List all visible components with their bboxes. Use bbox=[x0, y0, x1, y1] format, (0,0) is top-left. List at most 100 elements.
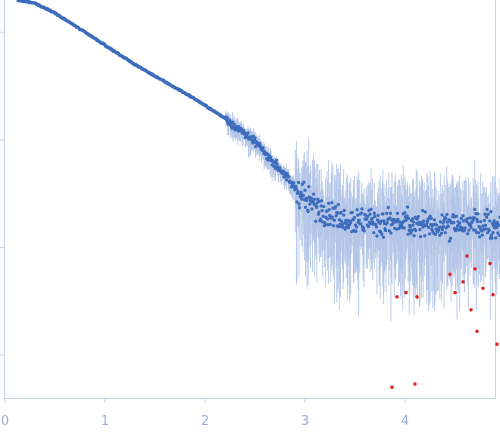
data-point bbox=[365, 217, 369, 221]
data-point bbox=[390, 222, 395, 226]
data-point bbox=[381, 235, 386, 239]
data-point bbox=[379, 219, 383, 223]
data-point bbox=[418, 228, 422, 232]
data-point bbox=[443, 230, 447, 235]
outlier-point bbox=[448, 272, 452, 276]
data-point bbox=[376, 213, 380, 217]
y-ticks bbox=[0, 31, 5, 356]
data-point bbox=[409, 231, 413, 235]
data-point bbox=[482, 218, 487, 223]
data-point bbox=[460, 226, 464, 230]
outlier-point bbox=[453, 290, 457, 295]
x-tick-labels: 0 1 2 3 4 bbox=[1, 414, 409, 429]
data-point bbox=[253, 136, 257, 140]
data-point bbox=[314, 219, 318, 223]
data-point bbox=[295, 200, 299, 204]
data-point bbox=[308, 202, 312, 206]
data-point bbox=[268, 155, 273, 160]
data-point bbox=[429, 216, 433, 221]
data-point bbox=[357, 218, 361, 222]
data-point bbox=[488, 219, 492, 223]
data-point bbox=[407, 228, 411, 233]
data-point bbox=[495, 225, 499, 230]
data-point bbox=[310, 207, 314, 211]
data-point bbox=[349, 220, 353, 225]
data-point bbox=[469, 225, 473, 230]
data-point bbox=[454, 214, 459, 218]
data-point bbox=[303, 205, 308, 209]
data-point bbox=[445, 212, 449, 217]
data-point bbox=[497, 233, 500, 238]
data-point bbox=[334, 214, 338, 218]
data-point bbox=[336, 202, 340, 207]
data-point bbox=[331, 224, 336, 228]
data-point bbox=[476, 212, 480, 216]
data-point bbox=[383, 228, 388, 233]
data-point bbox=[428, 232, 432, 236]
data-point bbox=[395, 211, 399, 215]
data-point bbox=[375, 234, 379, 238]
data-point bbox=[299, 190, 303, 194]
data-point bbox=[414, 228, 418, 233]
data-point bbox=[424, 223, 428, 227]
data-point bbox=[484, 215, 489, 219]
data-point bbox=[446, 224, 451, 228]
data-point bbox=[411, 220, 416, 224]
data-point bbox=[294, 187, 298, 191]
data-point bbox=[396, 217, 400, 221]
data-point bbox=[489, 233, 494, 237]
data-point bbox=[339, 219, 344, 223]
data-point bbox=[325, 217, 330, 221]
data-point bbox=[416, 215, 420, 219]
data-point bbox=[338, 222, 342, 227]
data-point bbox=[261, 146, 265, 150]
data-point bbox=[455, 224, 460, 228]
data-point bbox=[313, 197, 317, 201]
data-point bbox=[275, 162, 279, 166]
data-point bbox=[281, 169, 286, 174]
data-point bbox=[302, 180, 306, 184]
data-point bbox=[296, 180, 301, 185]
data-point bbox=[278, 166, 282, 170]
data-point bbox=[300, 197, 304, 201]
data-point bbox=[341, 225, 345, 229]
data-point bbox=[287, 175, 291, 179]
data-point bbox=[230, 120, 235, 124]
outlier-point bbox=[413, 382, 417, 386]
data-point bbox=[385, 221, 389, 225]
data-point bbox=[466, 232, 470, 236]
x-tick-label: 0 bbox=[1, 414, 9, 429]
outlier-point bbox=[465, 254, 469, 258]
data-point bbox=[484, 227, 488, 231]
data-point bbox=[242, 128, 246, 132]
data-point bbox=[253, 144, 258, 149]
data-point bbox=[355, 208, 359, 212]
data-point bbox=[490, 236, 494, 240]
data-point bbox=[318, 217, 323, 221]
data-point bbox=[491, 231, 495, 235]
data-point bbox=[317, 210, 321, 214]
data-point bbox=[473, 207, 477, 212]
data-point bbox=[437, 228, 441, 232]
data-point bbox=[330, 201, 334, 205]
data-point bbox=[370, 216, 374, 221]
data-point bbox=[479, 219, 483, 224]
data-point bbox=[333, 205, 338, 209]
data-point bbox=[294, 184, 298, 188]
outlier-point bbox=[461, 280, 465, 284]
data-point bbox=[487, 228, 491, 233]
data-point bbox=[321, 214, 325, 218]
data-point bbox=[307, 184, 311, 189]
data-point bbox=[301, 193, 305, 197]
data-point bbox=[327, 201, 331, 205]
data-point bbox=[342, 213, 346, 217]
data-point bbox=[495, 220, 499, 224]
data-point bbox=[489, 210, 493, 214]
data-point bbox=[303, 188, 307, 192]
data-point bbox=[328, 222, 332, 227]
data-point bbox=[442, 218, 446, 223]
data-point bbox=[352, 215, 357, 220]
data-point bbox=[477, 235, 482, 239]
data-point bbox=[426, 225, 431, 230]
